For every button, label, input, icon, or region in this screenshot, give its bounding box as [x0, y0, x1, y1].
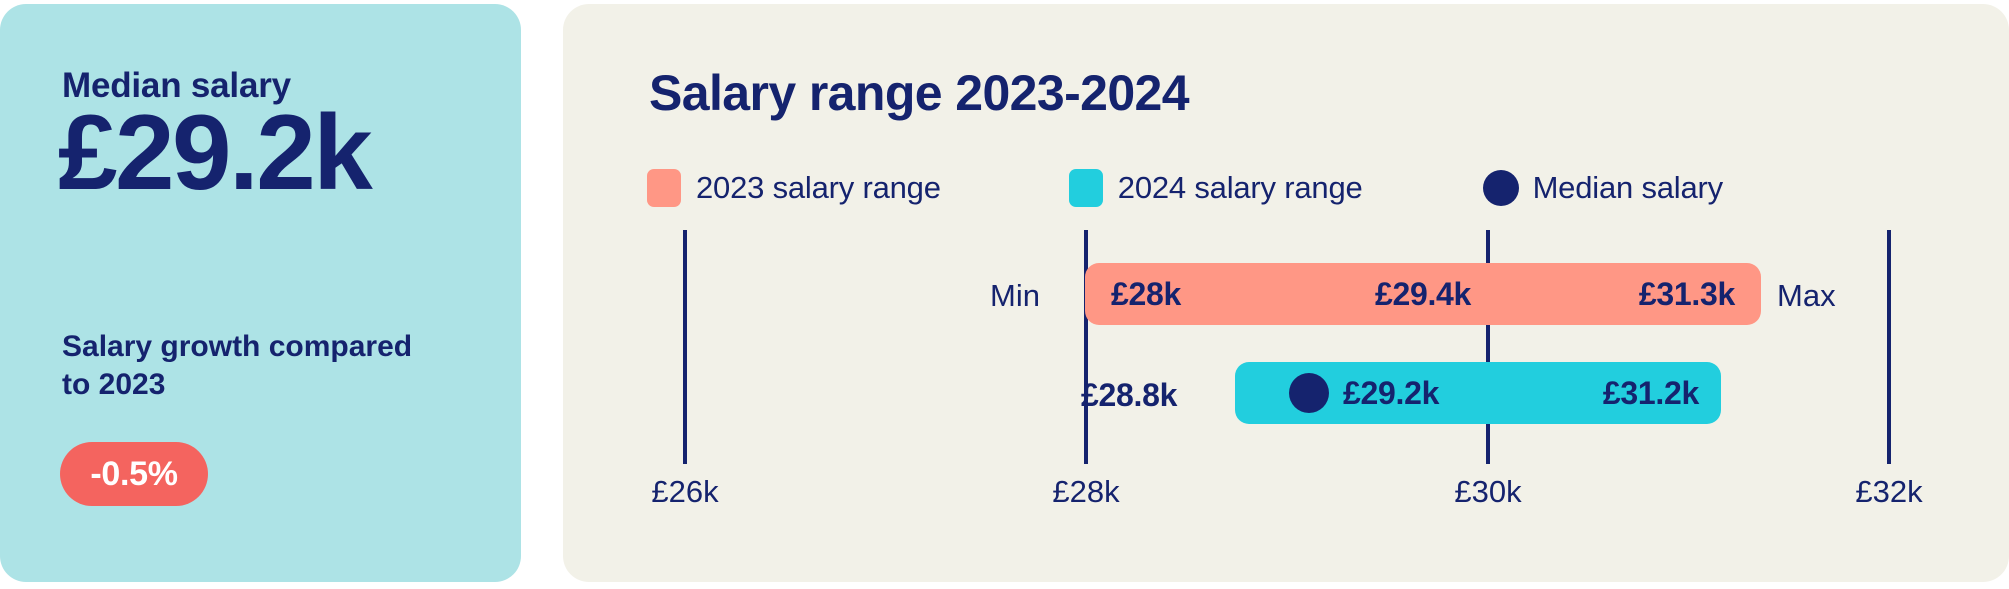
- range-max-label-2023: Max: [1777, 278, 1836, 313]
- bar-2024-min-value: £28.8k: [1081, 377, 1178, 413]
- axis-tick-label-26k: £26k: [651, 474, 719, 509]
- axis-tick-line-32k: [1887, 230, 1891, 464]
- bar-2024-median-value: £29.2k: [1343, 374, 1440, 411]
- legend-swatch-2023-icon: [647, 169, 681, 207]
- axis-tick-line-30k: [1486, 230, 1490, 464]
- legend-item-2023: 2023 salary range: [647, 169, 941, 207]
- legend-swatch-2024-icon: [1068, 169, 1103, 207]
- axis-tick-line-28k: [1084, 230, 1088, 464]
- median-salary-value: £29.2k: [58, 92, 373, 212]
- bar-2023-max-value: £31.3k: [1638, 275, 1735, 312]
- legend-label-median: Median salary: [1532, 170, 1724, 205]
- median-salary-label: Median salary: [62, 66, 291, 105]
- median-salary-card: Median salary £29.2k Salary growth compa…: [0, 4, 521, 582]
- axis-tick-label-32k: £32k: [1855, 474, 1923, 509]
- salary-growth-label: Salary growth compared to 2023: [62, 330, 413, 402]
- chart-plot-area: £26k £28k £30k £32k Min Max £28k £29.4k …: [563, 4, 2009, 582]
- chart-legend: 2023 salary range 2024 salary range Medi…: [647, 167, 1723, 209]
- bar-2023-median-value: £29.4k: [1374, 275, 1472, 312]
- bar-2023-min-value: £28k: [1111, 275, 1181, 312]
- axis-tick-line-26k: [683, 230, 687, 464]
- legend-item-2024: 2024 salary range: [1068, 169, 1363, 207]
- legend-median-dot-icon: [1482, 170, 1519, 206]
- legend-item-median: Median salary: [1482, 170, 1724, 206]
- salary-range-chart-panel: Salary range 2023-2024 2023 salary range…: [563, 4, 2009, 582]
- bar-2024-max-value: £31.2k: [1602, 374, 1699, 411]
- median-salary-marker-icon: [1289, 373, 1329, 413]
- legend-label-2024: 2024 salary range: [1117, 170, 1363, 205]
- chart-title: Salary range 2023-2024: [649, 65, 1190, 121]
- salary-range-bar-2024: £29.2k £31.2k: [1235, 362, 1721, 424]
- axis-tick-label-30k: £30k: [1454, 474, 1522, 509]
- legend-label-2023: 2023 salary range: [696, 170, 941, 205]
- salary-range-bar-2023: £28k £29.4k £31.3k: [1085, 263, 1761, 325]
- axis-tick-label-28k: £28k: [1052, 474, 1120, 509]
- range-min-label-2023: Min: [990, 278, 1040, 313]
- salary-growth-badge: -0.5%: [60, 442, 208, 506]
